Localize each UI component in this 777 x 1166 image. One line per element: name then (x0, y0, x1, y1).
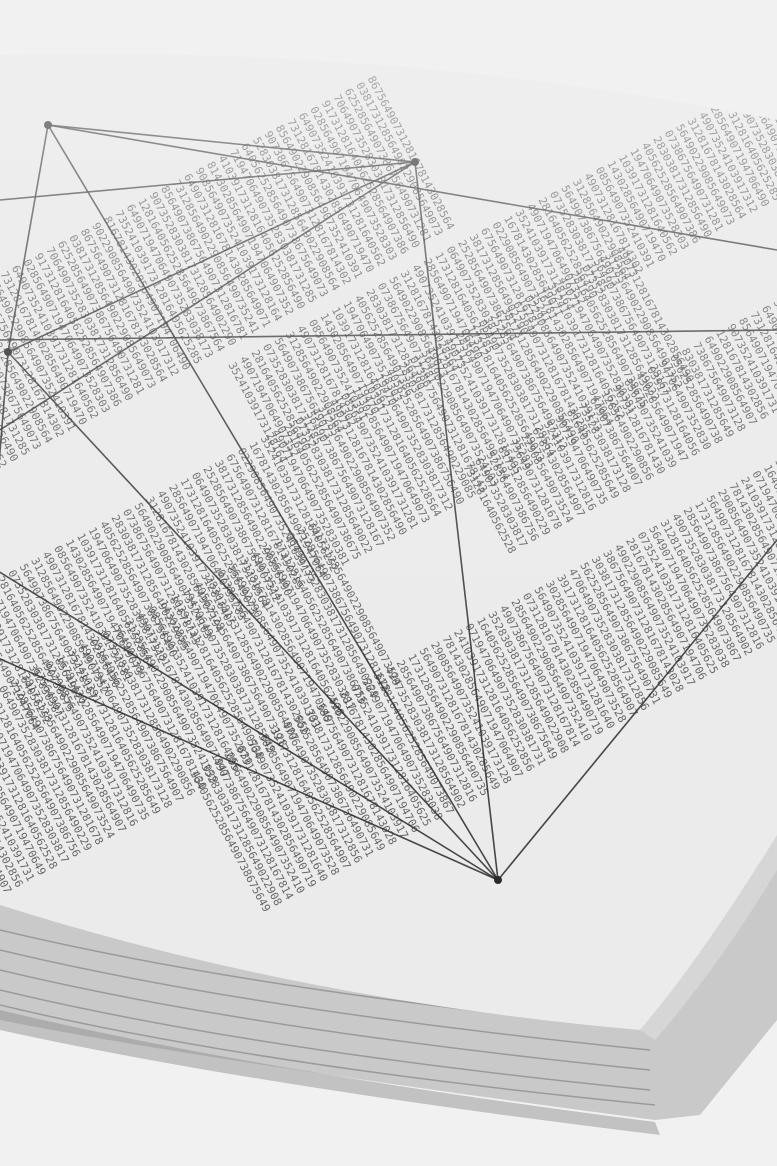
open-book-photo: 8675649073128167814302856403817312856490… (0, 0, 777, 1166)
depth-of-field-haze (0, 0, 777, 1166)
photo-scene: 8675649073128167814302856403817312856490… (0, 0, 777, 1166)
